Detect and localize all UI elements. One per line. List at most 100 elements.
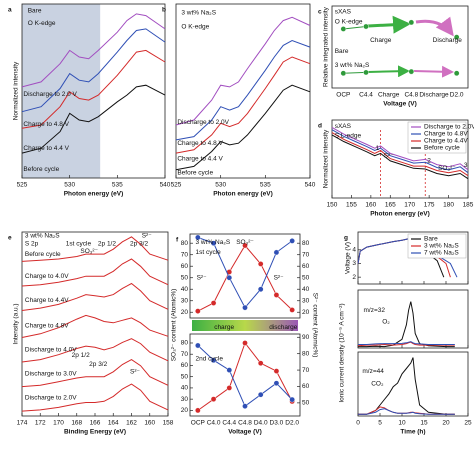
series-line [21, 236, 169, 262]
y-tick-label: 60 [181, 362, 189, 369]
y-axis-label: Voltage (V) [345, 242, 352, 274]
series-label: Charge to 4.4 V [177, 156, 223, 163]
series-line [21, 359, 169, 388]
annotation: 3 wt% Na₂S [181, 9, 216, 16]
y2-tick-label: 40 [302, 286, 310, 293]
annotation: 2 [427, 157, 431, 164]
discharge-arrow [415, 16, 454, 37]
annotation: O K-edge [28, 20, 56, 27]
series-label: Discharge to 2.0V [25, 394, 77, 401]
data-point [226, 385, 233, 391]
plot-frame [357, 351, 469, 417]
data-point [242, 340, 248, 346]
legend-box [407, 233, 467, 259]
series-label: Charge to 4.8 V [177, 140, 223, 147]
data-point [453, 70, 460, 77]
y-axis-label: SO₃²⁻ content (Atomic%) [171, 289, 178, 362]
x-tick-label: 155 [346, 202, 357, 209]
data-point [210, 300, 217, 306]
x-tick-label: 175 [424, 202, 435, 209]
series-line [21, 338, 169, 363]
charge-arrow [367, 65, 410, 78]
annotation: Charge [370, 37, 392, 44]
annotation: S²⁻ [274, 274, 284, 281]
data-point [210, 357, 217, 364]
x-tick-label: C4.4 [222, 420, 236, 427]
y2-tick-label: 30 [302, 297, 310, 304]
discharge-arrow [413, 65, 454, 78]
data-point [340, 70, 347, 77]
data-point [257, 261, 264, 267]
data-point [195, 342, 201, 349]
x-tick-label: 5 [378, 420, 382, 427]
y-tick-label: 3 [352, 260, 356, 267]
y2-tick-label: 90 [302, 334, 310, 341]
data-point [226, 367, 233, 373]
x-tick-label: Discharge [419, 92, 449, 99]
series-label: Discharge to 2.0V [177, 119, 229, 126]
annotation: SO₃²⁻ [438, 165, 456, 172]
y2-tick-label: 50 [302, 274, 310, 281]
x-tick-label: Charge [378, 92, 400, 99]
annotation: O K-edge [181, 23, 209, 30]
data-point [273, 292, 280, 298]
y-tick-label: 50 [181, 274, 189, 281]
legend-label: Charge to 4.8V [424, 131, 468, 138]
plot-frame [331, 119, 469, 199]
x-tick-label: 525 [171, 182, 182, 189]
data-point [242, 403, 248, 409]
annotation: m/z=32 [364, 307, 386, 314]
x-tick-label: 180 [443, 202, 454, 209]
data-point [257, 360, 264, 367]
annotation: sXAS [335, 8, 352, 15]
shaded-region [22, 4, 101, 178]
panel-letter: g [344, 235, 348, 242]
x-tick-label: D2.0 [450, 92, 464, 99]
annotation: S²⁻ [130, 369, 140, 376]
x-tick-label: 160 [365, 202, 376, 209]
plot-frame [189, 233, 301, 319]
x-axis-label: Photon energy (eV) [64, 191, 124, 198]
series-label: Charge to 4.0V [25, 273, 69, 280]
annotation: 1st cycle [66, 241, 92, 248]
annotation: S L-edge [335, 132, 362, 139]
x-tick-label: 150 [327, 202, 338, 209]
data-point [273, 380, 280, 387]
y-axis-label: Normalized intensity [13, 61, 20, 120]
x-axis-label: Photon energy (eV) [213, 191, 273, 198]
plot-frame [175, 3, 311, 179]
series-line [21, 282, 169, 311]
x-tick-label: 168 [71, 420, 82, 427]
x-tick-label: 0 [356, 420, 360, 427]
series-label: Charge to 4.4V [25, 297, 69, 304]
annotation: O₂ [382, 319, 390, 326]
x-tick-label: 530 [64, 182, 75, 189]
x-tick-label: D2.0 [285, 420, 299, 427]
data-point [195, 234, 201, 241]
series-line [21, 84, 166, 154]
series-label: Before cycle [23, 166, 59, 173]
data-point [242, 242, 248, 249]
panel-letter: e [8, 235, 12, 242]
data-point [195, 308, 201, 314]
y-axis-label: Ionic current density (10⁻⁹ A cm⁻²) [339, 303, 346, 402]
x-tick-label: 185 [463, 202, 474, 209]
panel-letter: d [318, 123, 322, 130]
series-label: Charge to 4.8 V [23, 121, 69, 128]
series-line [21, 28, 166, 113]
y2-tick-label: 60 [302, 383, 310, 390]
x-tick-label: 15 [420, 420, 428, 427]
series-label: Discharge to 4.0V [25, 346, 77, 353]
data-point [408, 19, 415, 26]
legend-label: Before cycle [424, 145, 460, 152]
legend-label: Bare [424, 236, 438, 243]
y-axis-label: Relative integrated intensity [323, 6, 330, 87]
y-tick-label: 20 [181, 309, 189, 316]
annotation: discharge [269, 324, 298, 331]
x-tick-label: D3.0 [270, 420, 284, 427]
x-tick-label: 10 [398, 420, 406, 427]
y-tick-label: 40 [181, 286, 189, 293]
y-tick-label: 30 [181, 297, 189, 304]
y-tick-label: 70 [181, 351, 189, 358]
x-axis-label: Time (h) [400, 429, 425, 436]
